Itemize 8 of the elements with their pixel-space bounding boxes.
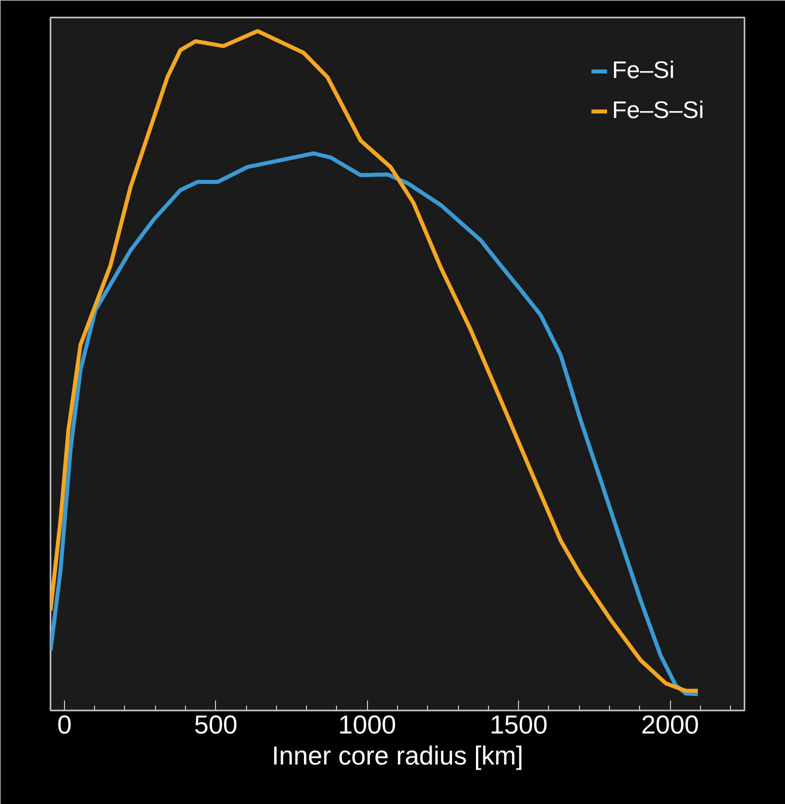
x-tick-label: 1000 <box>338 710 396 740</box>
x-tick-label: 2000 <box>641 710 699 740</box>
legend-label: Fe–Si <box>612 57 675 85</box>
x-tick-label: 1500 <box>490 710 548 740</box>
x-tick-label: 500 <box>194 710 238 740</box>
legend-label: Fe–S–Si <box>612 97 704 125</box>
x-axis-title: Inner core radius [km] <box>272 740 524 770</box>
x-tick-label: 0 <box>57 710 72 740</box>
